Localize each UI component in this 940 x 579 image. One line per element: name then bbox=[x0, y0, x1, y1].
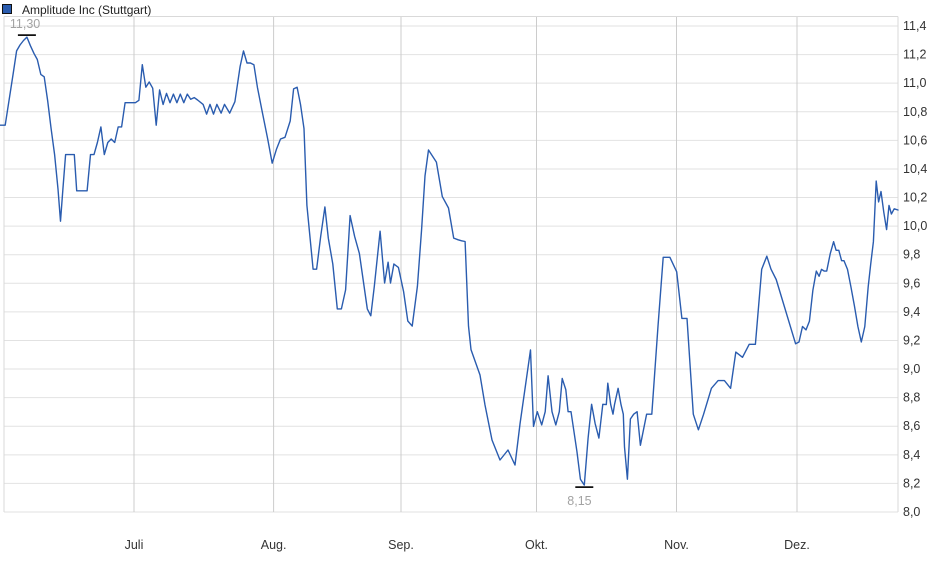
svg-text:10,0: 10,0 bbox=[903, 219, 927, 233]
svg-text:9,0: 9,0 bbox=[903, 362, 920, 376]
svg-text:11,2: 11,2 bbox=[903, 48, 926, 62]
svg-text:Sep.: Sep. bbox=[388, 538, 414, 552]
svg-text:8,6: 8,6 bbox=[903, 419, 920, 433]
svg-text:8,0: 8,0 bbox=[903, 505, 920, 519]
svg-text:Juli: Juli bbox=[125, 538, 144, 552]
svg-text:9,2: 9,2 bbox=[903, 333, 920, 347]
svg-text:9,6: 9,6 bbox=[903, 276, 920, 290]
svg-text:8,2: 8,2 bbox=[903, 476, 920, 490]
svg-text:10,4: 10,4 bbox=[903, 162, 927, 176]
svg-text:9,8: 9,8 bbox=[903, 248, 920, 262]
svg-text:8,8: 8,8 bbox=[903, 391, 920, 405]
svg-text:11,4: 11,4 bbox=[903, 19, 926, 33]
svg-text:10,8: 10,8 bbox=[903, 105, 927, 119]
svg-text:Okt.: Okt. bbox=[525, 538, 548, 552]
svg-text:8,4: 8,4 bbox=[903, 448, 920, 462]
svg-text:10,2: 10,2 bbox=[903, 191, 927, 205]
svg-text:9,4: 9,4 bbox=[903, 305, 920, 319]
svg-text:Nov.: Nov. bbox=[664, 538, 689, 552]
svg-text:10,6: 10,6 bbox=[903, 133, 927, 147]
svg-text:Dez.: Dez. bbox=[784, 538, 810, 552]
svg-text:11,30: 11,30 bbox=[10, 17, 40, 31]
svg-text:8,15: 8,15 bbox=[567, 494, 591, 508]
svg-text:Aug.: Aug. bbox=[261, 538, 287, 552]
svg-text:11,0: 11,0 bbox=[903, 76, 926, 90]
